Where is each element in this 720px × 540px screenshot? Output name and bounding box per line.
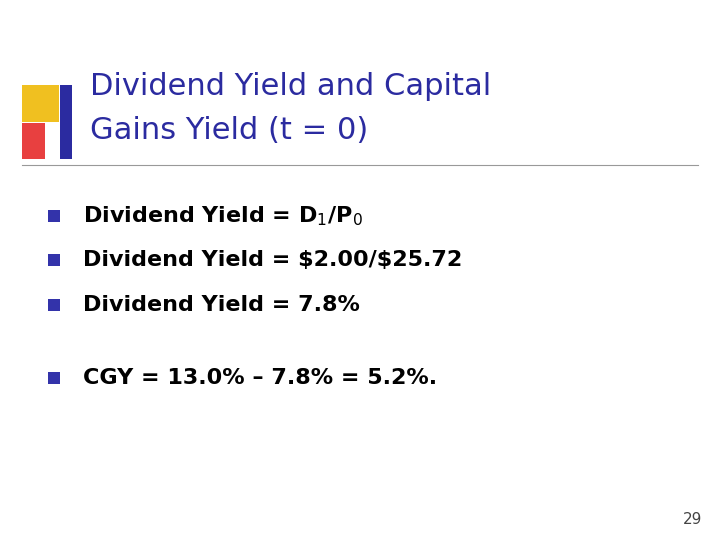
FancyBboxPatch shape [22, 85, 59, 122]
FancyBboxPatch shape [48, 299, 60, 310]
FancyBboxPatch shape [60, 85, 72, 159]
Text: Gains Yield (t = 0): Gains Yield (t = 0) [90, 116, 368, 145]
FancyBboxPatch shape [48, 254, 60, 266]
Text: Dividend Yield = D$_1$/P$_0$: Dividend Yield = D$_1$/P$_0$ [83, 204, 363, 228]
Text: 29: 29 [683, 511, 702, 526]
FancyBboxPatch shape [48, 210, 60, 222]
Text: Dividend Yield and Capital: Dividend Yield and Capital [90, 72, 491, 101]
Text: Dividend Yield = 7.8%: Dividend Yield = 7.8% [83, 294, 360, 315]
Text: Dividend Yield = \$2.00/\$25.72: Dividend Yield = \$2.00/\$25.72 [83, 250, 462, 271]
FancyBboxPatch shape [22, 123, 45, 159]
Text: CGY = 13.0% – 7.8% = 5.2%.: CGY = 13.0% – 7.8% = 5.2%. [83, 368, 437, 388]
FancyBboxPatch shape [48, 372, 60, 384]
